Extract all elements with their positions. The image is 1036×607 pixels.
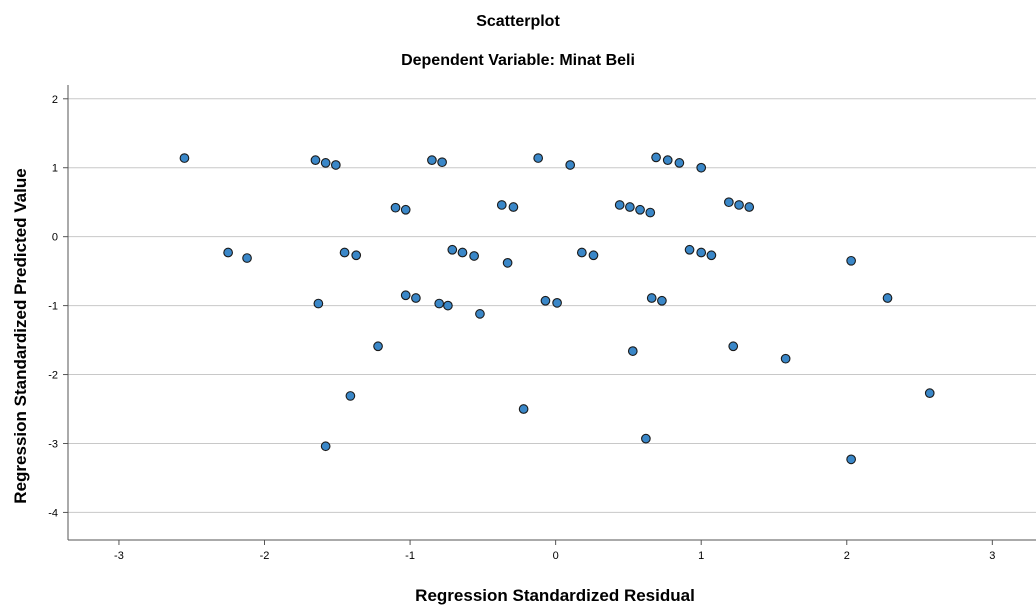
scatter-point <box>540 295 551 306</box>
scatter-point <box>320 158 331 168</box>
y-axis-title: Regression Standardized Predicted Value <box>11 168 30 503</box>
scatter-point <box>223 247 233 258</box>
y-tick-label: 1 <box>52 163 58 175</box>
scatter-point <box>345 391 356 401</box>
scatter-point <box>924 388 935 399</box>
scatter-point <box>552 297 562 308</box>
scatter-point <box>179 153 190 163</box>
x-tick-label: -1 <box>405 550 415 562</box>
scatter-point <box>502 258 513 268</box>
scatter-point <box>706 250 717 261</box>
y-tick-label: -3 <box>48 438 58 450</box>
scatter-point <box>651 152 661 163</box>
scatter-point <box>373 341 383 352</box>
scatter-point <box>635 204 645 215</box>
scatter-point <box>533 153 544 163</box>
scatter-point <box>320 441 331 452</box>
gridlines <box>68 98 1036 513</box>
x-axis-title: Regression Standardized Residual <box>415 586 695 605</box>
chart-title: Scatterplot <box>476 13 560 30</box>
scatter-point <box>437 157 447 168</box>
y-tick-label: -1 <box>48 301 58 313</box>
x-tick-label: 3 <box>989 550 995 562</box>
scatter-point <box>882 293 893 303</box>
scatter-point <box>518 404 529 414</box>
scatter-point <box>313 298 324 309</box>
scatter-point <box>662 155 673 165</box>
x-tick-label: -3 <box>114 550 124 562</box>
scatter-point <box>427 155 437 165</box>
y-tick-label: -4 <box>48 507 58 519</box>
scatter-point <box>242 253 252 263</box>
scatter-point <box>339 247 350 258</box>
scatter-point <box>627 346 638 356</box>
scatter-point <box>447 244 458 255</box>
scatter-point <box>646 293 657 303</box>
scatter-point <box>641 433 651 444</box>
scatter-point <box>411 293 421 303</box>
x-tick-label: 0 <box>553 550 559 562</box>
scatter-point <box>390 202 401 213</box>
data-points <box>179 152 935 465</box>
x-tick-label: 1 <box>698 550 704 562</box>
scatter-point <box>443 300 453 311</box>
scatter-point <box>351 250 362 261</box>
scatter-point <box>734 200 744 210</box>
scatter-point <box>724 197 734 208</box>
scatter-point <box>469 251 479 261</box>
chart-subtitle: Dependent Variable: Minat Beli <box>401 52 635 69</box>
scatter-point <box>696 162 707 173</box>
scatter-point <box>400 290 411 301</box>
y-tick-label: 0 <box>52 232 58 244</box>
scatter-point <box>576 247 587 258</box>
scatter-point <box>846 255 856 266</box>
scatter-point <box>310 155 321 165</box>
scatter-point <box>400 204 411 215</box>
scatter-point <box>657 295 667 306</box>
scatter-point <box>457 247 468 258</box>
y-tick-label: -2 <box>48 370 58 382</box>
scatter-point <box>625 202 635 212</box>
x-tick-label: 2 <box>844 550 850 562</box>
scatter-point <box>330 160 341 170</box>
tick-labels: 2 1 0 -1 -2 -3 -4 -3 -2 -1 0 1 2 3 <box>48 94 995 562</box>
scatter-point <box>614 200 625 210</box>
scatter-point <box>508 202 519 212</box>
scatter-point <box>588 250 599 261</box>
scatter-point <box>744 202 755 212</box>
scatter-point <box>434 298 445 309</box>
scatter-point <box>645 207 656 218</box>
scatter-point <box>684 244 695 255</box>
scatter-point <box>565 160 576 170</box>
scatter-point <box>696 247 707 258</box>
y-tick-label: 2 <box>52 94 58 106</box>
scatter-point <box>674 158 685 168</box>
x-tick-label: -2 <box>260 550 270 562</box>
axes <box>63 85 1036 545</box>
scatter-point <box>496 200 507 210</box>
scatter-point <box>475 309 485 319</box>
scatter-point <box>846 454 856 465</box>
scatter-point <box>780 353 791 364</box>
scatter-point <box>728 341 739 352</box>
